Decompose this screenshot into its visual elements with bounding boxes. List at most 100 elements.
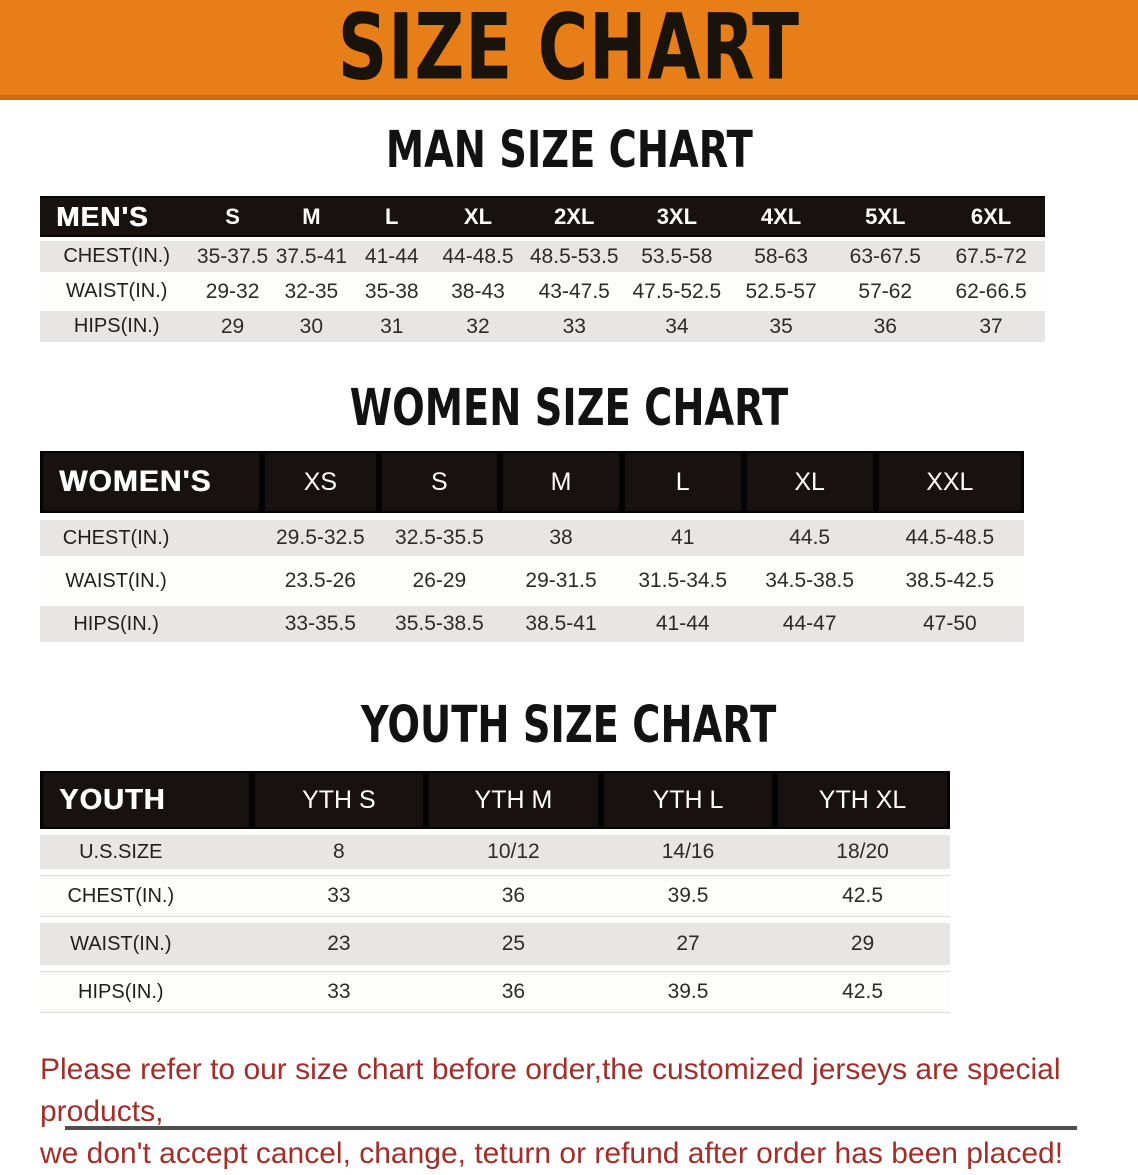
row-filler bbox=[950, 923, 1098, 965]
women-size-header: XS bbox=[262, 451, 379, 513]
youth-waist-value: 25 bbox=[426, 923, 601, 965]
men-hips-value: 29 bbox=[193, 311, 272, 342]
men-waist-value: 47.5-52.5 bbox=[625, 276, 729, 307]
row-filler bbox=[1024, 563, 1098, 599]
men-waist-value: 57-62 bbox=[833, 276, 938, 307]
women-size-header: XXL bbox=[875, 451, 1024, 513]
men-chest-value: 58-63 bbox=[728, 241, 834, 272]
women-chest-value: 44.5-48.5 bbox=[875, 520, 1024, 556]
youth-chest-value: 33 bbox=[251, 875, 427, 917]
row-filler bbox=[1024, 606, 1098, 642]
men-chest-row: CHEST(IN.) 35-37.5 37.5-41 41-44 44-48.5… bbox=[40, 241, 1098, 272]
men-chest-value: 53.5-58 bbox=[625, 241, 729, 272]
men-hips-value: 33 bbox=[523, 311, 626, 342]
youth-size-header: YTH M bbox=[426, 771, 601, 829]
men-waist-value: 38-43 bbox=[432, 276, 524, 307]
youth-heading-text: YOUTH SIZE CHART bbox=[361, 695, 777, 755]
women-size-header: S bbox=[378, 451, 501, 513]
men-hips-value: 32 bbox=[432, 311, 524, 342]
youth-size-header: YTH S bbox=[251, 771, 427, 829]
row-filler bbox=[1045, 276, 1098, 307]
youth-header-filler bbox=[950, 771, 1098, 829]
youth-ussize-value: 14/16 bbox=[600, 835, 776, 869]
men-size-header: M bbox=[271, 196, 352, 237]
youth-ussize-row: U.S.SIZE 8 10/12 14/16 18/20 bbox=[40, 835, 1098, 869]
women-waist-row: WAIST(IN.) 23.5-26 26-29 29-31.5 31.5-34… bbox=[40, 563, 1098, 599]
men-header-filler bbox=[1045, 196, 1098, 237]
youth-ussize-value: 8 bbox=[251, 835, 427, 869]
women-size-header: XL bbox=[743, 451, 876, 513]
row-filler bbox=[950, 835, 1098, 869]
youth-size-table: YOUTH YTH S YTH M YTH L YTH XL U.S.SIZE … bbox=[40, 765, 1098, 1019]
women-hips-value: 47-50 bbox=[875, 606, 1024, 642]
men-chest-value: 48.5-53.5 bbox=[523, 241, 626, 272]
youth-size-header: YTH XL bbox=[775, 771, 950, 829]
women-waist-value: 26-29 bbox=[378, 563, 501, 599]
women-header-row: WOMEN'S XS S M L XL XXL bbox=[40, 451, 1098, 513]
row-label: HIPS(IN.) bbox=[40, 311, 194, 342]
size-chart-banner: SIZE CHART bbox=[0, 0, 1138, 100]
women-size-header: L bbox=[621, 451, 744, 513]
women-waist-value: 29-31.5 bbox=[500, 563, 622, 599]
order-policy-line1: Please refer to our size chart before or… bbox=[40, 1053, 1061, 1128]
row-filler bbox=[1045, 311, 1098, 342]
row-label: WAIST(IN.) bbox=[40, 563, 263, 599]
men-waist-value: 29-32 bbox=[193, 276, 272, 307]
men-size-header: L bbox=[351, 196, 433, 237]
youth-hips-value: 42.5 bbox=[775, 971, 950, 1013]
women-waist-value: 34.5-38.5 bbox=[743, 563, 876, 599]
men-header-row: MEN'S S M L XL 2XL 3XL 4XL 5XL 6XL bbox=[40, 196, 1098, 237]
men-hips-value: 37 bbox=[937, 311, 1046, 342]
women-hips-value: 44-47 bbox=[743, 606, 876, 642]
men-size-header: 3XL bbox=[625, 196, 729, 237]
men-size-header: 5XL bbox=[833, 196, 938, 237]
women-waist-value: 31.5-34.5 bbox=[621, 563, 744, 599]
youth-chest-value: 39.5 bbox=[600, 875, 776, 917]
women-chest-value: 38 bbox=[500, 520, 622, 556]
youth-ussize-value: 10/12 bbox=[426, 835, 601, 869]
men-size-header: 6XL bbox=[937, 196, 1046, 237]
youth-chest-value: 36 bbox=[426, 875, 601, 917]
women-chest-value: 41 bbox=[621, 520, 744, 556]
women-hips-value: 41-44 bbox=[621, 606, 744, 642]
women-size-header: M bbox=[500, 451, 622, 513]
women-hips-row: HIPS(IN.) 33-35.5 35.5-38.5 38.5-41 41-4… bbox=[40, 606, 1098, 642]
youth-waist-value: 23 bbox=[251, 923, 427, 965]
men-size-header: S bbox=[193, 196, 272, 237]
youth-chest-value: 42.5 bbox=[775, 875, 950, 917]
row-filler bbox=[1024, 520, 1098, 556]
youth-waist-value: 27 bbox=[600, 923, 776, 965]
women-heading-text: WOMEN SIZE CHART bbox=[349, 378, 789, 438]
youth-group-label: YOUTH bbox=[40, 771, 252, 829]
row-label: WAIST(IN.) bbox=[40, 923, 252, 965]
men-hips-value: 36 bbox=[833, 311, 938, 342]
men-chest-value: 41-44 bbox=[351, 241, 433, 272]
men-size-header: 4XL bbox=[728, 196, 834, 237]
row-label: CHEST(IN.) bbox=[40, 520, 263, 556]
order-policy-note: Please refer to our size chart before or… bbox=[40, 1049, 1110, 1175]
youth-ussize-value: 18/20 bbox=[775, 835, 950, 869]
women-group-label: WOMEN'S bbox=[40, 451, 263, 513]
women-chest-value: 32.5-35.5 bbox=[378, 520, 501, 556]
men-chest-value: 63-67.5 bbox=[833, 241, 938, 272]
women-hips-value: 35.5-38.5 bbox=[378, 606, 501, 642]
row-label: HIPS(IN.) bbox=[40, 606, 263, 642]
men-hips-row: HIPS(IN.) 29 30 31 32 33 34 35 36 37 bbox=[40, 311, 1098, 342]
youth-waist-value: 29 bbox=[775, 923, 950, 965]
youth-section-heading: YOUTH SIZE CHART bbox=[0, 695, 1138, 755]
men-hips-value: 34 bbox=[625, 311, 729, 342]
row-filler bbox=[950, 875, 1098, 917]
row-filler bbox=[1045, 241, 1098, 272]
women-waist-value: 38.5-42.5 bbox=[875, 563, 1024, 599]
youth-hips-value: 39.5 bbox=[600, 971, 776, 1013]
youth-hips-row: HIPS(IN.) 33 36 39.5 42.5 bbox=[40, 971, 1098, 1013]
bottom-divider bbox=[65, 1126, 1077, 1130]
men-hips-value: 31 bbox=[351, 311, 433, 342]
row-label: WAIST(IN.) bbox=[40, 276, 194, 307]
row-filler bbox=[950, 971, 1098, 1013]
row-label: HIPS(IN.) bbox=[40, 971, 252, 1013]
row-label: CHEST(IN.) bbox=[40, 241, 194, 272]
men-section-heading: MAN SIZE CHART bbox=[0, 120, 1138, 180]
men-heading-text: MAN SIZE CHART bbox=[385, 120, 753, 180]
row-label: CHEST(IN.) bbox=[40, 875, 252, 917]
